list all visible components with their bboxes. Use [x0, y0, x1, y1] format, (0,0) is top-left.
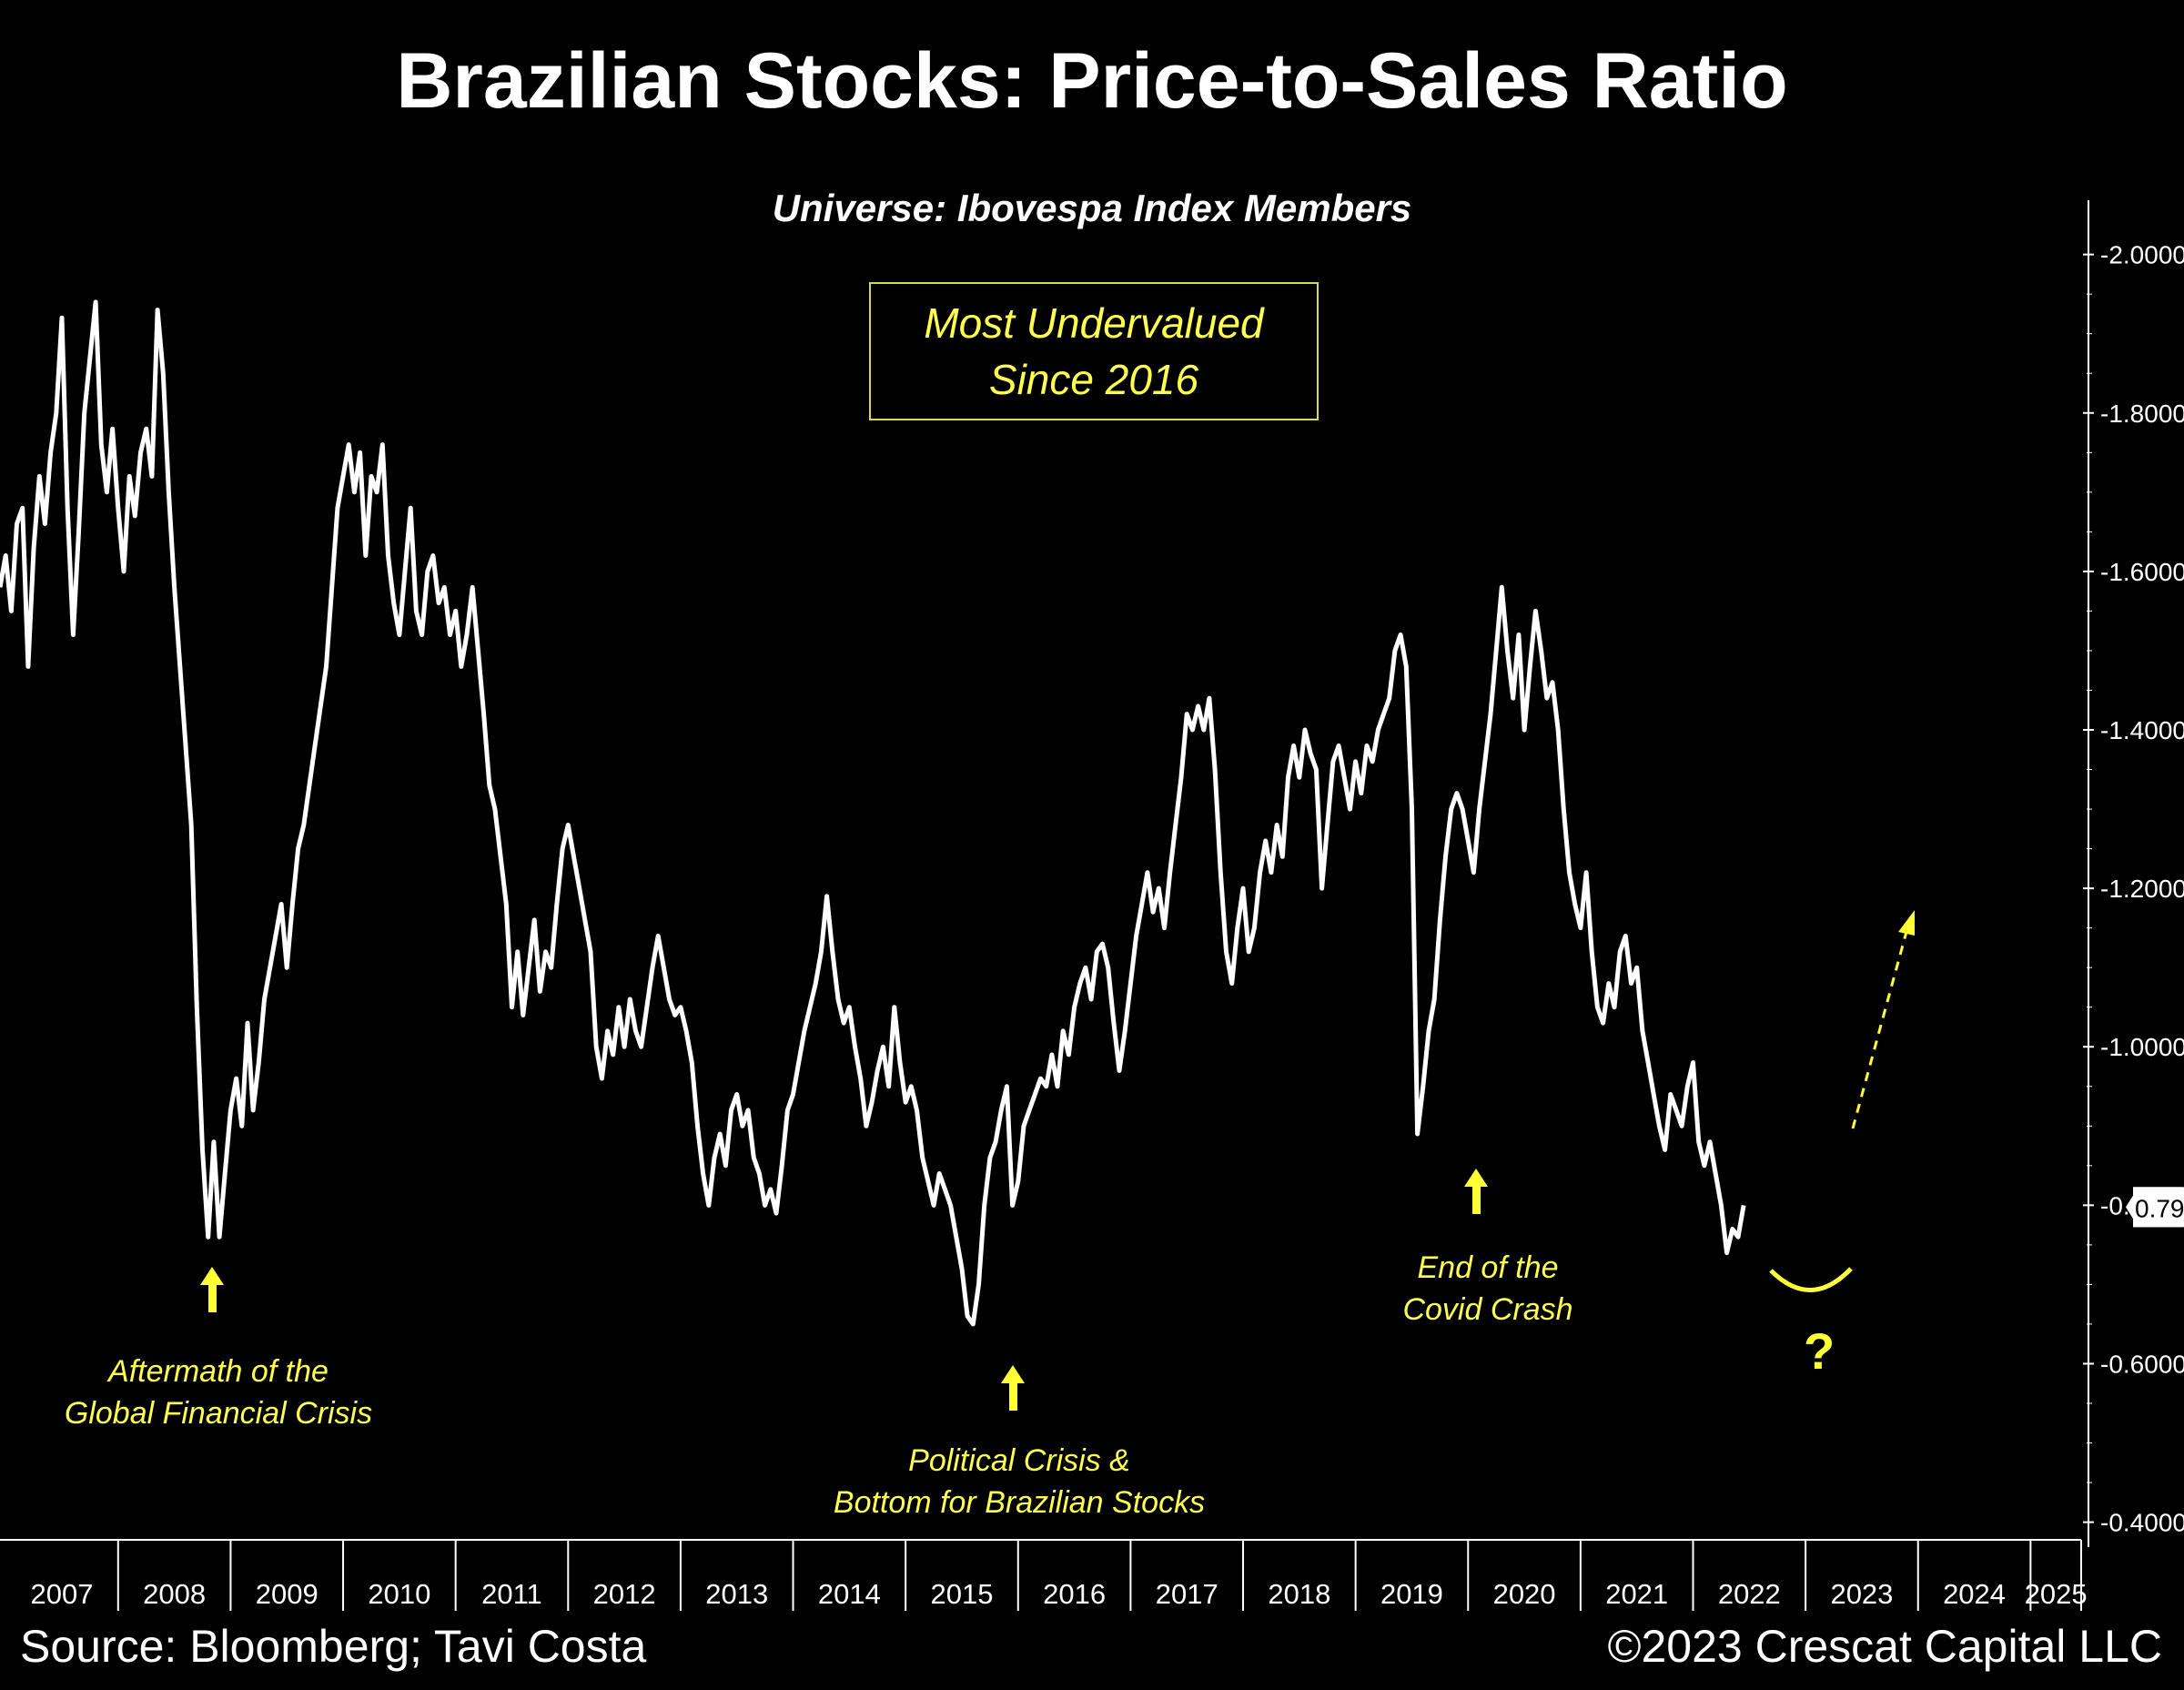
y-tick-label: -2.0000 [2100, 241, 2184, 269]
question-mark: ? [1804, 1322, 1835, 1380]
x-tick-label: 2010 [368, 1578, 430, 1610]
x-tick-label: 2018 [1268, 1578, 1330, 1610]
annotation-covid: End of the Covid Crash [1365, 1247, 1611, 1331]
x-tick-label: 2022 [1718, 1578, 1781, 1610]
annotation-gfc-line-1: Aftermath of the [108, 1354, 329, 1389]
y-tick-label: -1.0000 [2100, 1033, 2184, 1061]
annotation-political-line-2: Bottom for Brazilian Stocks [833, 1485, 1206, 1520]
covid-arrow-head [1464, 1169, 1488, 1187]
annotation-gfc-line-2: Global Financial Crisis [64, 1396, 373, 1431]
source-note: Source: Bloomberg; Tavi Costa [20, 1621, 647, 1672]
x-tick-label: 2017 [1156, 1578, 1218, 1610]
callout-line-1: Most Undervalued [924, 299, 1264, 347]
x-tick-label: 2013 [705, 1578, 768, 1610]
political-arrow-shaft [1009, 1378, 1017, 1411]
x-tick-label: 2012 [593, 1578, 656, 1610]
x-tick-label: 2016 [1043, 1578, 1106, 1610]
annotation-covid-line-2: Covid Crash [1402, 1292, 1573, 1327]
gfc-arrow-head [200, 1267, 224, 1285]
x-tick-label: 2021 [1605, 1578, 1668, 1610]
last-value-badge-pointer [2126, 1192, 2135, 1222]
bottom-arc [1769, 1267, 1853, 1292]
y-tick-label: -0.6000 [2100, 1350, 2184, 1378]
chart-subtitle: Universe: Ibovespa Index Members [772, 187, 1412, 229]
copyright-note: ©2023 Crescat Capital LLC [1607, 1621, 2162, 1672]
y-tick-label: -1.6000 [2100, 558, 2184, 586]
gfc-arrow-shaft [208, 1280, 217, 1312]
x-tick-label: 2008 [143, 1578, 206, 1610]
x-tick-label: 2020 [1493, 1578, 1556, 1610]
political-arrow-head [1001, 1365, 1025, 1383]
chart-title: Brazilian Stocks: Price-to-Sales Ratio [396, 37, 1788, 125]
y-tick-label: -1.8000 [2100, 400, 2184, 428]
projection-arrow-line [1851, 927, 1909, 1129]
x-tick-label: 2007 [31, 1578, 94, 1610]
covid-arrow-shaft [1472, 1181, 1481, 1214]
price-to-sales-line [0, 299, 1746, 1327]
x-tick-label: 2023 [1830, 1578, 1893, 1610]
y-tick-label: -0.4000 [2100, 1509, 2184, 1537]
projection-arrow-head [1898, 910, 1915, 936]
undervalued-callout-box: Most Undervalued Since 2016 [869, 282, 1319, 420]
x-tick-label: 2025 [2025, 1578, 2088, 1610]
x-tick-label: 2009 [256, 1578, 318, 1610]
x-tick-label: 2014 [818, 1578, 881, 1610]
x-tick-label: 2024 [1943, 1578, 2006, 1610]
x-tick-label: 2011 [481, 1578, 542, 1610]
y-tick-label: -1.2000 [2100, 875, 2184, 903]
annotation-political-crisis: Political Crisis & Bottom for Brazilian … [801, 1440, 1238, 1523]
annotation-political-line-1: Political Crisis & [908, 1443, 1130, 1478]
last-value-badge-bg [2133, 1187, 2184, 1228]
x-tick-label: 2015 [930, 1578, 993, 1610]
x-tick-label: 2019 [1380, 1578, 1443, 1610]
callout-line-2: Since 2016 [988, 356, 1199, 403]
annotation-gfc: Aftermath of the Global Financial Crisis [27, 1351, 410, 1434]
last-value-label: 0.7977 [2135, 1194, 2184, 1222]
y-tick-label: -1.4000 [2100, 716, 2184, 744]
annotation-covid-line-1: End of the [1417, 1250, 1559, 1285]
